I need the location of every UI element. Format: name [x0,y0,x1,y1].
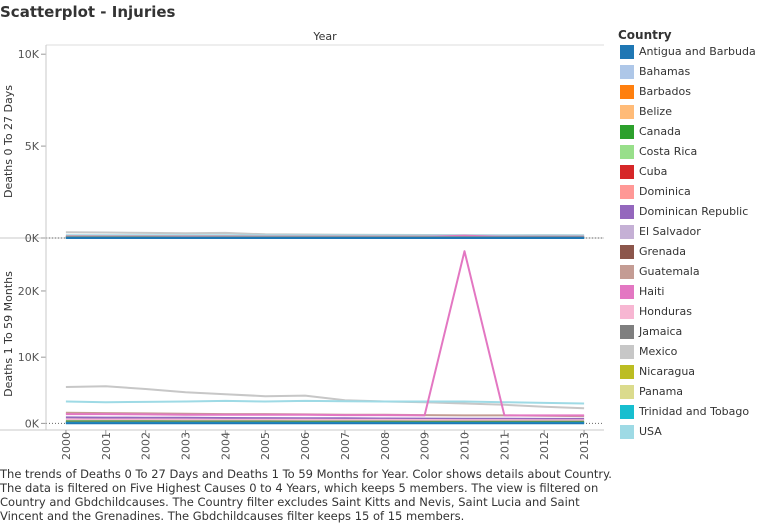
legend-label: El Salvador [639,225,701,238]
x-tick-label: 2013 [578,432,591,460]
legend-label: Dominican Republic [639,205,749,218]
legend-item[interactable]: Haiti [618,283,757,303]
legend-swatch [620,285,634,299]
legend-label: Bahamas [639,65,691,78]
y-axis-label: Deaths 0 To 27 Days [2,85,15,198]
legend-swatch [620,245,634,259]
legend-label: Canada [639,125,681,138]
legend-item[interactable]: Jamaica [618,323,757,343]
legend-item[interactable]: Cuba [618,163,757,183]
legend-item[interactable]: El Salvador [618,223,757,243]
legend-swatch [620,225,634,239]
y-tick-label: 20K [18,285,40,298]
legend-item[interactable]: Dominican Republic [618,203,757,223]
legend-swatch [620,345,634,359]
legend-item[interactable]: Costa Rica [618,143,757,163]
legend-swatch [620,65,634,79]
legend-label: Haiti [639,285,665,298]
legend-item[interactable]: Dominica [618,183,757,203]
legend-label: Belize [639,105,672,118]
x-tick-label: 2000 [60,432,73,460]
legend-label: Antigua and Barbuda [639,45,756,58]
column-header: Year [312,30,337,43]
y-axis-label: Deaths 1 To 59 Months [2,271,15,397]
legend-item[interactable]: Bahamas [618,63,757,83]
y-tick-label: 0K [25,417,40,430]
legend-swatch [620,205,634,219]
chart-title: Scatterplot - Injuries [0,3,176,21]
series-line [65,418,585,422]
legend-item[interactable]: Honduras [618,303,757,323]
x-tick-label: 2002 [140,432,153,460]
legend-item[interactable]: Antigua and Barbuda [618,43,757,63]
legend-item[interactable]: Grenada [618,243,757,263]
legend-item[interactable]: Barbados [618,83,757,103]
series-line [65,250,585,417]
x-tick-label: 2007 [339,432,352,460]
legend-label: Barbados [639,85,691,98]
x-tick-label: 2008 [379,432,392,460]
x-tick-label: 2009 [419,432,432,460]
legend-label: Honduras [639,305,692,318]
x-tick-label: 2011 [498,432,511,460]
legend-swatch [620,265,634,279]
legend-swatch [620,45,634,59]
legend-label: Guatemala [639,265,700,278]
legend: Country Antigua and Barbuda Bahamas Barbad… [618,27,757,443]
x-tick-label: 2010 [459,432,472,460]
legend-item[interactable]: Trinidad and Tobago [618,403,757,423]
legend-item[interactable]: Nicaragua [618,363,757,383]
legend-swatch [620,185,634,199]
x-tick-label: 2006 [299,432,312,460]
y-tick-label: 5K [25,140,40,153]
series-line [65,416,585,420]
legend-label: Mexico [639,345,678,358]
legend-swatch [620,145,634,159]
x-tick-label: 2012 [538,432,551,460]
legend-item[interactable]: Belize [618,103,757,123]
x-tick-label: 2005 [259,432,272,460]
legend-label: Dominica [639,185,691,198]
legend-item[interactable]: USA [618,423,757,443]
legend-title: Country [618,28,672,42]
x-tick-label: 2003 [180,432,193,460]
legend-label: Costa Rica [639,145,698,158]
legend-label: Grenada [639,245,687,258]
legend-item[interactable]: Panama [618,383,757,403]
legend-swatch [620,385,634,399]
legend-swatch [620,325,634,339]
legend-label: Panama [639,385,684,398]
legend-label: USA [639,425,662,438]
x-tick-label: 2004 [219,432,232,460]
chart-caption: The trends of Deaths 0 To 27 Days and De… [0,467,612,523]
x-tick-label: 2001 [100,432,113,460]
legend-swatch [620,405,634,419]
legend-label: Nicaragua [639,365,696,378]
legend-label: Cuba [639,165,668,178]
series-line [65,399,585,405]
legend-swatch [620,165,634,179]
legend-swatch [620,305,634,319]
legend-swatch [620,85,634,99]
legend-item[interactable]: Canada [618,123,757,143]
chart: Year 0K 5K 10K Deaths 0 To 27 Days 0K 10K 20KDe… [0,30,604,460]
legend-item[interactable]: Guatemala [618,263,757,283]
y-tick-label: 10K [18,351,40,364]
legend-item[interactable]: Mexico [618,343,757,363]
legend-label: Jamaica [639,325,683,338]
series-line [65,385,585,410]
legend-swatch [620,125,634,139]
legend-items: Antigua and Barbuda Bahamas Barbados Belize… [618,43,757,443]
legend-swatch [620,105,634,119]
y-tick-label: 10K [18,48,40,61]
legend-swatch [620,365,634,379]
legend-label: Trinidad and Tobago [639,405,750,418]
legend-swatch [620,425,634,439]
y-tick-label: 0K [25,232,40,245]
